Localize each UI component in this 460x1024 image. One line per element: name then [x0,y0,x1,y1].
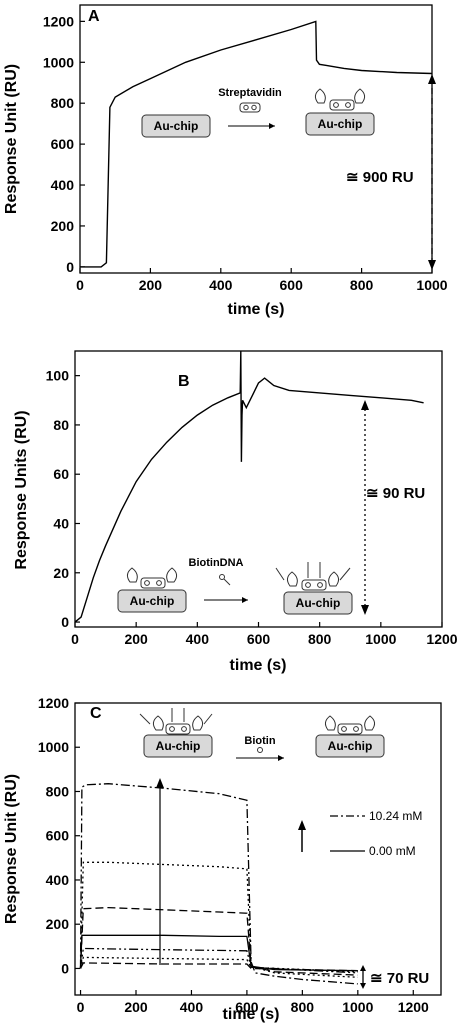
x-tick-label: 1200 [398,999,429,1015]
y-tick-label: 40 [53,516,69,532]
panel-c-chip-left-label: Au-chip [156,739,201,753]
panel-c-series-line-1 [79,783,358,985]
x-tick-label: 1200 [426,631,457,647]
y-tick-label: 1000 [38,739,69,755]
panel-c-legend: 10.24 mM 0.00 mM [298,809,422,858]
panel-a-chip-right-label: Au-chip [318,117,363,131]
panel-a-reagent-label: Streptavidin [218,87,282,99]
x-tick-label: 1000 [416,277,447,293]
x-tick-label: 1000 [342,999,373,1015]
panel-c-label: C [90,705,102,722]
panel-a: 0 200 400 600 800 1000 0 200 400 600 800 1000 1200 A… [3,4,448,318]
streptavidin-layer-icon [324,715,376,735]
panel-c-chip-right-label: Au-chip [328,739,373,753]
x-tick-label: 400 [209,277,233,293]
y-tick-label: 100 [46,368,70,384]
x-tick-label: 0 [77,999,85,1015]
x-tick-label: 200 [139,277,163,293]
panel-a-chip-left [141,114,211,138]
panel-c-series-line-3 [79,906,358,976]
panel-b-xlabel: time (s) [230,657,287,674]
y-tick-label: 600 [51,136,75,152]
x-tick-label: 400 [186,631,210,647]
panel-c-chip-left [143,734,213,758]
x-tick-label: 800 [350,277,374,293]
streptavidin-icon [239,102,261,113]
x-tick-label: 600 [235,999,259,1015]
panel-b-reagent-label: BiotinDNA [189,557,244,569]
x-tick-label: 0 [71,631,79,647]
biotin-dna-layer-icon [275,562,351,591]
x-tick-label: 0 [76,277,84,293]
x-tick-label: 800 [291,999,315,1015]
panel-c-reagent-label: Biotin [244,735,275,747]
legend-entry-high: 10.24 mM [369,809,422,823]
panel-a-ylabel: Response Unit (RU) [3,64,20,214]
panel-c-xlabel: time (s) [223,1006,280,1023]
x-tick-label: 1000 [365,631,396,647]
y-tick-label: 200 [51,218,75,234]
y-tick-label: 600 [46,828,70,844]
panel-a-response-label: ≅ 900 RU [346,169,414,186]
y-tick-label: 60 [53,466,69,482]
biotin-dna-icon [219,574,231,586]
y-tick-label: 0 [61,614,69,630]
y-tick-label: 0 [61,960,69,976]
panel-b-label: B [178,373,190,390]
panel-a-frame [79,4,433,274]
y-tick-label: 80 [53,417,69,433]
legend-up-arrow-icon [298,820,306,830]
panel-c-response-label: ≅ 70 RU [370,970,429,987]
panel-b-ylabel: Response Units (RU) [13,410,30,569]
panel-a-series-line [80,20,433,268]
panel-b-response-label: ≅ 90 RU [366,485,425,502]
y-tick-label: 1200 [43,13,74,29]
x-tick-label: 400 [180,999,204,1015]
x-tick-label: 800 [308,631,332,647]
y-tick-label: 20 [53,565,69,581]
x-tick-label: 200 [124,631,148,647]
x-tick-label: 200 [124,999,148,1015]
panel-c-frame [74,702,442,996]
panel-c-series-line-7 [79,962,358,972]
panel-c-series-line-4 [79,934,358,972]
legend-entry-zero: 0.00 mM [369,844,416,858]
panel-b-chip-right [283,591,353,615]
panel-c: 0 200 400 600 800 1000 1200 0 200 400 600 800 1000 12… [3,695,442,1023]
panel-a-xlabel: time (s) [228,301,285,318]
biotin-icon [257,747,263,753]
y-tick-label: 1200 [38,695,69,711]
panel-b-chip-right-label: Au-chip [296,596,341,610]
panel-b-series-line [74,350,424,623]
panel-c-series-line-6 [79,956,358,973]
x-tick-label: 600 [247,631,271,647]
panel-c-ylabel: Response Unit (RU) [3,774,20,924]
panel-b-chip-left [117,589,187,613]
y-tick-label: 1000 [43,54,74,70]
y-tick-label: 800 [46,783,70,799]
biotin-dna-layer-icon [139,708,213,735]
x-tick-label: 600 [280,277,304,293]
y-tick-label: 0 [66,259,74,275]
panel-c-series-line-2 [79,861,358,978]
panel-a-label: A [88,8,100,25]
panel-b-chip-left-label: Au-chip [130,594,175,608]
y-tick-label: 200 [46,916,70,932]
y-tick-label: 400 [51,177,75,193]
y-tick-label: 800 [51,95,75,111]
panel-a-chip-left-label: Au-chip [154,119,199,133]
panel-c-chip-right [315,734,385,758]
panel-a-chip-right [305,112,375,136]
streptavidin-layer-icon [314,88,366,111]
streptavidin-layer-icon [126,567,178,589]
y-tick-label: 400 [46,872,70,888]
panel-b: 0 200 400 600 800 1000 1200 0 20 40 60 80 100 B time… [13,350,458,674]
